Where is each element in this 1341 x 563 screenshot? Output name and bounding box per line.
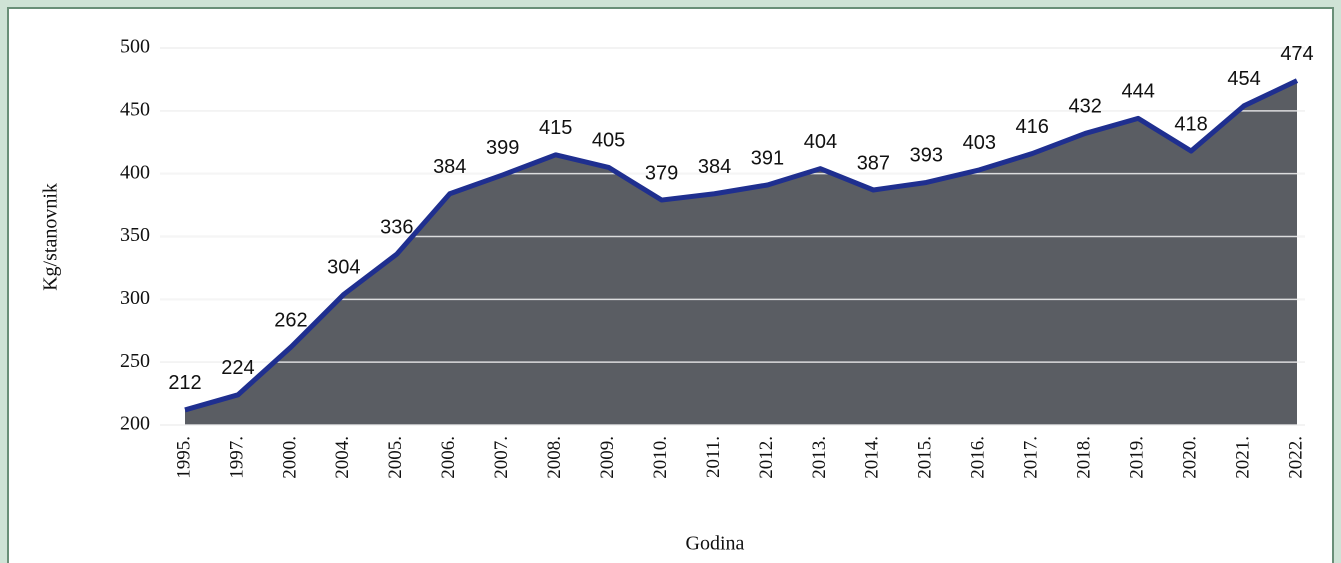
y-tick-label: 200 bbox=[120, 413, 150, 435]
x-axis-title: Godina bbox=[686, 533, 745, 555]
x-tick-label: 1995. bbox=[173, 436, 194, 479]
value-label: 416 bbox=[1016, 116, 1049, 138]
value-label: 432 bbox=[1069, 96, 1102, 118]
x-tick-label: 2018. bbox=[1074, 436, 1095, 479]
x-tick-label: 2000. bbox=[279, 436, 300, 479]
x-tick-label: 2005. bbox=[385, 436, 406, 479]
value-label: 336 bbox=[380, 216, 413, 238]
y-tick-label: 500 bbox=[120, 36, 150, 58]
x-tick-label: 2021. bbox=[1232, 436, 1253, 479]
value-label: 399 bbox=[486, 137, 519, 159]
y-tick-label: 450 bbox=[120, 98, 150, 120]
x-tick-label: 2006. bbox=[438, 436, 459, 479]
value-label: 304 bbox=[327, 257, 360, 279]
value-label: 224 bbox=[221, 357, 254, 379]
value-label: 403 bbox=[963, 132, 996, 154]
x-tick-label: 1997. bbox=[226, 436, 247, 479]
x-tick-label: 2008. bbox=[544, 436, 565, 479]
x-tick-label: 2013. bbox=[809, 436, 830, 479]
value-label: 384 bbox=[698, 156, 731, 178]
y-tick-label: 300 bbox=[120, 287, 150, 309]
x-tick-label: 2010. bbox=[650, 436, 671, 479]
area bbox=[185, 80, 1297, 425]
x-tick-label: 2020. bbox=[1179, 436, 1200, 479]
value-label: 415 bbox=[539, 117, 572, 139]
value-label: 474 bbox=[1280, 43, 1313, 65]
value-label: 393 bbox=[910, 145, 943, 167]
x-tick-label: 2022. bbox=[1285, 436, 1306, 479]
x-tick-label: 2009. bbox=[597, 436, 618, 479]
value-label: 379 bbox=[645, 162, 678, 184]
value-label: 404 bbox=[804, 131, 837, 153]
value-label: 454 bbox=[1227, 68, 1260, 90]
x-tick-label: 2014. bbox=[862, 436, 883, 479]
y-tick-label: 250 bbox=[120, 350, 150, 372]
y-tick-label: 400 bbox=[120, 161, 150, 183]
x-tick-label: 2016. bbox=[968, 436, 989, 479]
line bbox=[184, 78, 1299, 413]
x-tick-label: 2017. bbox=[1021, 436, 1042, 479]
x-tick-label: 2019. bbox=[1127, 436, 1148, 479]
value-label: 387 bbox=[857, 152, 890, 174]
x-tick-label: 2012. bbox=[756, 436, 777, 479]
value-label: 405 bbox=[592, 130, 625, 152]
value-label: 212 bbox=[168, 372, 201, 394]
x-tick-label: 2007. bbox=[491, 436, 512, 479]
x-tick-label: 2015. bbox=[915, 436, 936, 479]
value-label: 262 bbox=[274, 309, 307, 331]
y-axis-title: Kg/stanovnik bbox=[40, 183, 62, 291]
x-tick-label: 2011. bbox=[703, 436, 724, 478]
value-label: 444 bbox=[1121, 81, 1154, 103]
value-label: 418 bbox=[1174, 113, 1207, 135]
value-label: 391 bbox=[751, 147, 784, 169]
y-tick-label: 350 bbox=[120, 224, 150, 246]
value-label: 384 bbox=[433, 156, 466, 178]
x-tick-label: 2004. bbox=[332, 436, 353, 479]
